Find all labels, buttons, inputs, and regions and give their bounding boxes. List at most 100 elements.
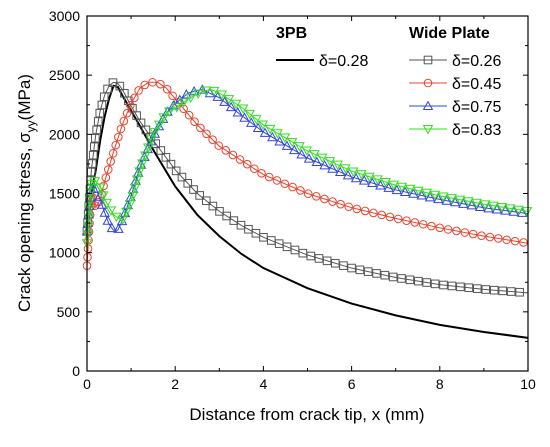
series-2-point-75 (510, 236, 520, 246)
series-3-point-54 (358, 175, 370, 185)
series-1-point-74 (506, 287, 516, 296)
series-4-point-11 (101, 199, 112, 209)
series-2-point-50 (303, 189, 313, 199)
series-4-point-54 (356, 170, 367, 180)
plot-layer (81, 77, 533, 339)
series-4-point-53 (348, 167, 359, 177)
series-1-point-23 (132, 111, 141, 120)
series-1-point-17 (103, 84, 112, 94)
series-1-point-9 (88, 150, 98, 160)
series-2-point-41 (235, 155, 245, 164)
series-1-point-63 (413, 276, 423, 286)
legend-label-4: δ=0.83 (452, 122, 501, 139)
series-1-point-59 (380, 270, 390, 280)
series-4-point-67 (463, 197, 474, 207)
series-3-point-63 (433, 193, 444, 204)
series-2-point-53 (328, 197, 337, 206)
y-tick-label: 2000 (49, 126, 80, 142)
legend-marker-3 (422, 100, 434, 110)
series-1-point-54 (339, 261, 348, 270)
y-tick-label: 3000 (49, 8, 80, 24)
series-3-point-41 (259, 127, 271, 137)
series-4-point-13 (111, 212, 122, 223)
series-4-point-64 (438, 192, 449, 202)
series-4-point-51 (332, 160, 343, 171)
series-1-point-64 (422, 278, 431, 287)
series-2-point-58 (369, 208, 378, 218)
series-4-point-7 (85, 179, 97, 190)
series-2-point-33 (184, 110, 194, 120)
series-2-point-43 (250, 164, 259, 174)
series-4-point-35 (216, 90, 228, 100)
series-3-point-67 (466, 199, 478, 210)
series-2-point-29 (162, 84, 172, 94)
series-4-point-8 (89, 177, 101, 187)
series-4-point-57 (380, 177, 391, 188)
series-2-point-25 (134, 86, 143, 95)
series-4-point-25 (149, 127, 160, 138)
series-1-point-67 (447, 281, 457, 291)
series-4-point-49 (316, 153, 328, 164)
series-4-point-40 (251, 115, 262, 125)
legend: 3PB Wide Plate δ=0.28 δ=0.26 δ=0.45 δ=0.75 δ… (276, 25, 501, 139)
series-4-point-68 (471, 198, 482, 209)
legend-entry-2: δ=0.45 (409, 76, 501, 93)
series-1-point-28 (156, 146, 166, 155)
series-4-point-33 (200, 86, 212, 96)
series-3-point-57 (383, 182, 394, 192)
y-axis-title: Crack opening stress, σyy(MPa) (15, 74, 38, 312)
series-2-point-37 (208, 135, 217, 145)
series-3-point-37 (232, 107, 244, 117)
series-3-point-68 (474, 201, 486, 211)
series-2-point-19 (114, 132, 123, 142)
series-4-point-60 (404, 184, 416, 195)
series-4-point-17 (127, 192, 138, 202)
series-2-point-30 (168, 91, 177, 101)
series-3-point-47 (303, 153, 315, 163)
series-4-point-70 (488, 201, 499, 212)
series-2-point-73 (494, 234, 503, 243)
series-2-point-52 (320, 194, 329, 204)
series-2-point-45 (264, 172, 274, 182)
series-4-point-28 (164, 107, 175, 117)
series-2-point-28 (156, 79, 165, 89)
series-2-point-40 (228, 150, 238, 160)
series-3-point-42 (267, 131, 278, 142)
series-4-point-71 (496, 203, 508, 213)
series-3-point-43 (274, 136, 285, 146)
series-1-point-57 (363, 267, 373, 276)
series-1-point-75 (515, 287, 524, 297)
series-3-point-32 (197, 84, 208, 94)
series-4-point-69 (479, 200, 491, 210)
series-4-point-27 (158, 113, 169, 123)
series-2-point-48 (288, 182, 297, 192)
series-2-point-36 (202, 129, 211, 139)
series-3-point-8 (96, 199, 108, 209)
series-4-point-74 (521, 207, 533, 217)
series-2-point-15 (103, 165, 113, 174)
series-4-point-26 (153, 120, 165, 131)
series-3-point-66 (458, 198, 469, 208)
series-2-point-26 (140, 80, 150, 90)
series-1-point-35 (195, 191, 204, 200)
series-4-point-72 (504, 204, 516, 214)
series-2-point-27 (148, 77, 157, 87)
series-2-point-46 (272, 176, 282, 185)
series-4-point-19 (131, 175, 143, 186)
series-4-point-12 (105, 206, 117, 216)
series-1-point-24 (136, 118, 146, 128)
series-4-point-55 (364, 172, 375, 183)
series-3-point-56 (375, 180, 386, 190)
series-0 (86, 84, 529, 339)
series-1-point-65 (430, 279, 440, 289)
series-4-point-50 (324, 157, 336, 167)
series-1-point-39 (222, 211, 231, 221)
series-4-point-21 (137, 159, 148, 169)
series-4-point-37 (230, 99, 242, 110)
y-tick-label: 0 (72, 363, 80, 379)
legend-marker-4 (422, 125, 434, 135)
series-3-point-69 (483, 202, 494, 213)
series-4-point-65 (446, 194, 457, 204)
series-1-point-51 (314, 254, 324, 263)
legend-entry-1: δ=0.26 (409, 53, 501, 70)
